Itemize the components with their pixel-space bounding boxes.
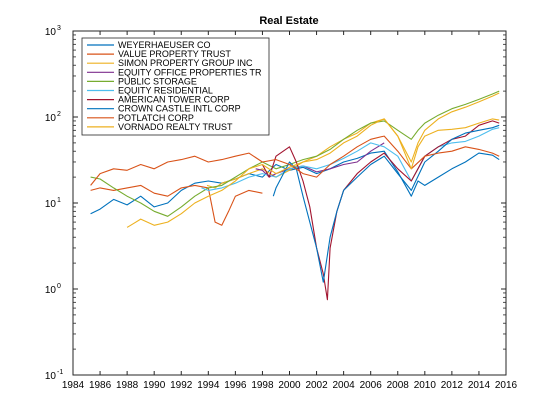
x-tick-label: 2014 bbox=[468, 380, 491, 391]
y-tick-label: 10 bbox=[45, 27, 57, 38]
y-tick-base: 10 bbox=[45, 27, 57, 38]
x-tick-label: 2000 bbox=[278, 380, 301, 391]
y-tick-exponent: -1 bbox=[57, 369, 63, 376]
x-tick-label: 2012 bbox=[441, 380, 464, 391]
x-tick-label: 1992 bbox=[170, 380, 193, 391]
x-tick-label: 2010 bbox=[414, 380, 437, 391]
legend-label: VORNADO REALTY TRUST bbox=[118, 122, 233, 132]
x-tick-label: 1994 bbox=[197, 380, 220, 391]
y-tick-base: 10 bbox=[45, 371, 57, 382]
y-tick-exponent: 1 bbox=[57, 197, 61, 204]
y-tick-label: 10 bbox=[45, 113, 57, 124]
y-tick-label: 10 bbox=[45, 285, 57, 296]
y-tick-label: 10 bbox=[45, 199, 57, 210]
y-tick-base: 10 bbox=[45, 285, 57, 296]
x-tick-label: 2006 bbox=[360, 380, 383, 391]
y-tick-label: 10 bbox=[45, 371, 57, 382]
x-tick-label: 2002 bbox=[305, 380, 328, 391]
x-tick-label: 2016 bbox=[495, 380, 518, 391]
x-tick-label: 1990 bbox=[143, 380, 166, 391]
y-tick-exponent: 3 bbox=[57, 25, 61, 32]
x-tick-label: 2004 bbox=[333, 380, 356, 391]
x-tick-label: 1988 bbox=[116, 380, 139, 391]
y-tick-exponent: 2 bbox=[57, 111, 61, 118]
y-tick-base: 10 bbox=[45, 199, 57, 210]
y-tick-exponent: 0 bbox=[57, 283, 61, 290]
x-tick-label: 1998 bbox=[251, 380, 274, 391]
x-tick-label: 1984 bbox=[62, 380, 85, 391]
x-tick-label: 2008 bbox=[387, 380, 410, 391]
x-tick-label: 1996 bbox=[224, 380, 247, 391]
chart-title: Real Estate bbox=[259, 15, 318, 27]
y-tick-base: 10 bbox=[45, 113, 57, 124]
x-tick-label: 1986 bbox=[89, 380, 112, 391]
